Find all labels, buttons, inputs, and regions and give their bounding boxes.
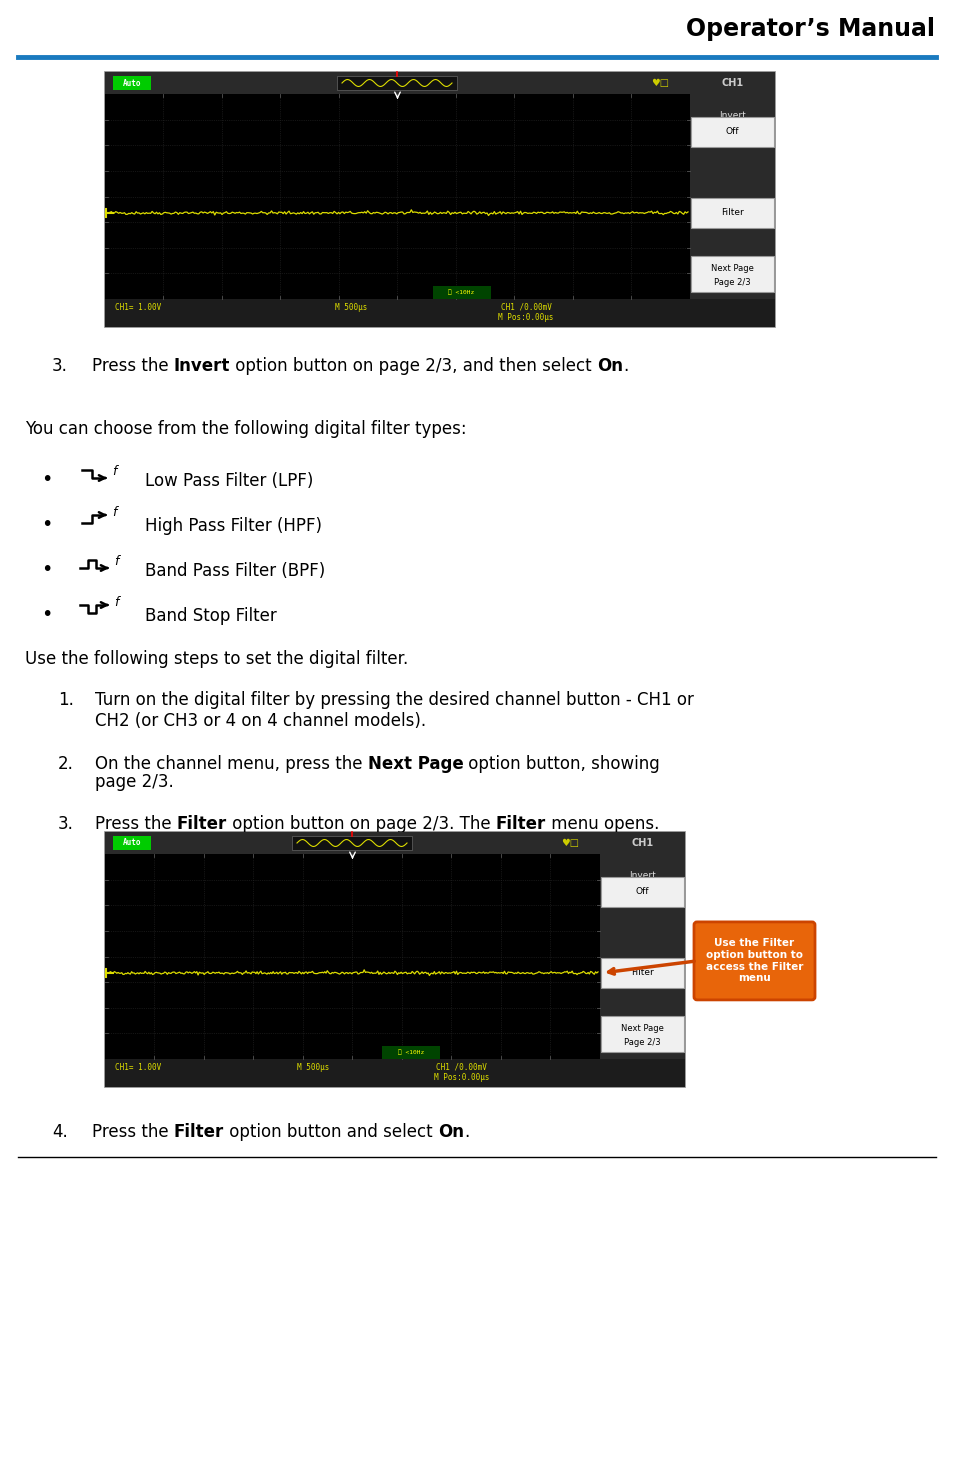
FancyBboxPatch shape — [690, 198, 773, 229]
FancyBboxPatch shape — [112, 836, 151, 850]
Text: CH1: CH1 — [631, 838, 653, 848]
FancyBboxPatch shape — [105, 854, 599, 1059]
Text: M 500μs: M 500μs — [335, 304, 367, 313]
Text: Turn on the digital filter by pressing the desired channel button - CH1 or
CH2 (: Turn on the digital filter by pressing t… — [95, 690, 693, 730]
FancyBboxPatch shape — [292, 836, 412, 850]
Text: ♥□: ♥□ — [560, 838, 578, 848]
FancyBboxPatch shape — [432, 286, 490, 299]
Text: Page 2/3: Page 2/3 — [623, 1038, 660, 1047]
FancyBboxPatch shape — [382, 1046, 439, 1059]
FancyBboxPatch shape — [690, 117, 773, 148]
Text: Press the: Press the — [95, 816, 176, 833]
Text: Off: Off — [635, 888, 649, 897]
FancyBboxPatch shape — [600, 878, 683, 907]
Text: •: • — [41, 605, 52, 624]
Text: Auto: Auto — [123, 78, 141, 87]
Text: ⚤ <10Hz: ⚤ <10Hz — [397, 1050, 424, 1055]
Text: On: On — [437, 1122, 463, 1142]
FancyBboxPatch shape — [693, 922, 814, 1000]
Text: option button and select: option button and select — [224, 1122, 437, 1142]
Text: Invert: Invert — [628, 872, 655, 881]
Text: Next Page: Next Page — [620, 1025, 663, 1034]
Text: Invert: Invert — [719, 112, 745, 121]
Text: •: • — [41, 560, 52, 580]
Text: ⚤ <10Hz: ⚤ <10Hz — [448, 289, 475, 295]
Text: Band Stop Filter: Band Stop Filter — [145, 608, 276, 625]
Text: Next Page: Next Page — [710, 264, 753, 273]
Text: Filter: Filter — [631, 969, 653, 978]
Text: On: On — [597, 357, 622, 375]
Text: Low Pass Filter (LPF): Low Pass Filter (LPF) — [145, 472, 313, 490]
Text: CH1 /0.00mV: CH1 /0.00mV — [436, 1062, 486, 1071]
FancyBboxPatch shape — [105, 832, 684, 1087]
Text: You can choose from the following digital filter types:: You can choose from the following digita… — [25, 420, 466, 438]
Text: Filter: Filter — [173, 1122, 224, 1142]
FancyBboxPatch shape — [105, 299, 774, 327]
Text: Band Pass Filter (BPF): Band Pass Filter (BPF) — [145, 562, 325, 580]
Text: Auto: Auto — [123, 838, 141, 848]
FancyBboxPatch shape — [690, 257, 773, 292]
Text: option button on page 2/3, and then select: option button on page 2/3, and then sele… — [230, 357, 597, 375]
Text: 3.: 3. — [52, 357, 68, 375]
Text: Next Page: Next Page — [367, 755, 463, 773]
Text: Invert: Invert — [173, 357, 230, 375]
Text: Page 2/3: Page 2/3 — [714, 277, 750, 288]
Text: 4.: 4. — [52, 1122, 68, 1142]
FancyBboxPatch shape — [600, 957, 683, 988]
Text: M Pos:0.00μs: M Pos:0.00μs — [497, 313, 554, 322]
Text: Filter: Filter — [496, 816, 546, 833]
Text: Filter: Filter — [720, 208, 743, 217]
FancyBboxPatch shape — [112, 77, 151, 90]
Text: f: f — [113, 596, 118, 609]
Text: option button, showing: option button, showing — [463, 755, 659, 773]
Text: M 500μs: M 500μs — [296, 1063, 329, 1072]
Text: Off: Off — [725, 127, 739, 137]
FancyBboxPatch shape — [105, 72, 774, 94]
Text: option button on page 2/3. The: option button on page 2/3. The — [227, 816, 496, 833]
Text: CH1 /0.00mV: CH1 /0.00mV — [500, 302, 551, 311]
Text: High Pass Filter (HPF): High Pass Filter (HPF) — [145, 518, 322, 535]
Text: 2.: 2. — [58, 755, 73, 773]
Text: ♥□: ♥□ — [650, 78, 668, 88]
Text: CH1= 1.00V: CH1= 1.00V — [115, 304, 161, 313]
Text: Press the: Press the — [91, 357, 173, 375]
Text: Press the: Press the — [91, 1122, 173, 1142]
Text: •: • — [41, 471, 52, 490]
Text: .: . — [622, 357, 628, 375]
Text: Operator’s Manual: Operator’s Manual — [685, 18, 934, 41]
Text: f: f — [112, 466, 116, 478]
Text: .: . — [463, 1122, 469, 1142]
Text: page 2/3.: page 2/3. — [95, 773, 173, 791]
FancyBboxPatch shape — [105, 1059, 684, 1087]
Text: CH1= 1.00V: CH1= 1.00V — [115, 1063, 161, 1072]
FancyBboxPatch shape — [689, 94, 774, 299]
Text: •: • — [41, 515, 52, 534]
Text: M Pos:0.00μs: M Pos:0.00μs — [434, 1072, 489, 1081]
Text: CH1: CH1 — [720, 78, 742, 88]
Text: On the channel menu, press the: On the channel menu, press the — [95, 755, 367, 773]
Text: f: f — [112, 506, 116, 519]
FancyBboxPatch shape — [600, 1016, 683, 1052]
FancyBboxPatch shape — [105, 72, 774, 327]
Text: f: f — [113, 556, 118, 568]
Text: 3.: 3. — [58, 816, 73, 833]
Text: menu opens.: menu opens. — [546, 816, 659, 833]
FancyBboxPatch shape — [105, 832, 684, 854]
FancyBboxPatch shape — [105, 94, 689, 299]
Text: Use the Filter
option button to
access the Filter
menu: Use the Filter option button to access t… — [705, 938, 802, 984]
Text: Filter: Filter — [176, 816, 227, 833]
Text: 1.: 1. — [58, 690, 73, 709]
FancyBboxPatch shape — [336, 77, 456, 90]
Text: Use the following steps to set the digital filter.: Use the following steps to set the digit… — [25, 650, 408, 668]
FancyBboxPatch shape — [599, 854, 684, 1059]
